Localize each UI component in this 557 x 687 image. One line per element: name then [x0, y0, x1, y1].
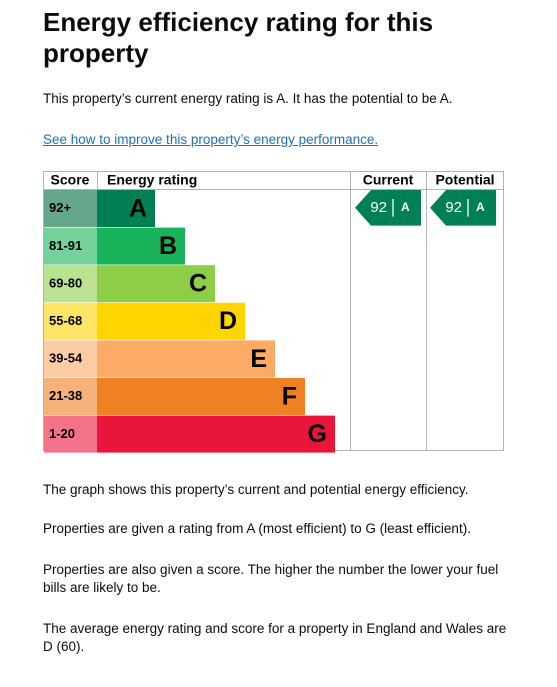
rating-bar	[97, 340, 275, 378]
rating-chart: Score Energy rating Current Potential 92…	[43, 171, 504, 453]
header: Energy rating	[107, 172, 197, 188]
rating-letter: C	[189, 270, 207, 298]
score-range: 69-80	[49, 275, 82, 290]
score-range: 21-38	[49, 388, 82, 403]
score-range: 55-68	[49, 313, 82, 328]
page-title: Energy efficiency rating for this proper…	[43, 7, 434, 68]
header: Score	[51, 172, 90, 188]
rating-bar	[97, 265, 215, 303]
score-range: 92+	[49, 200, 71, 215]
paragraph: Properties are given a rating from A (mo…	[43, 521, 471, 536]
rating-bar	[97, 190, 155, 227]
score-cell	[44, 340, 97, 378]
paragraph: The average energy rating and score for …	[43, 621, 507, 654]
header: Potential	[435, 172, 494, 188]
rating-letter: F	[282, 382, 297, 410]
score-cell	[44, 415, 97, 453]
summary: This property’s current energy rating is…	[43, 91, 453, 106]
score-range: 39-54	[49, 351, 83, 366]
paragraph: The graph shows this property’s current …	[43, 482, 469, 497]
rating-arrow	[430, 190, 496, 226]
rating-bar	[97, 415, 335, 453]
rating-letter: D	[219, 307, 237, 335]
score-range: 81-91	[49, 238, 82, 253]
header: Current	[363, 172, 414, 188]
rating-bar	[97, 227, 185, 265]
rating-bar	[97, 302, 245, 340]
rating-letter: B	[159, 232, 177, 260]
score-range: 1-20	[49, 426, 75, 441]
score-cell	[44, 190, 97, 227]
score-cell	[44, 302, 97, 340]
arrow-letter: A	[476, 200, 485, 214]
arrow-score: 92	[445, 199, 462, 216]
rating-bar	[97, 378, 305, 415]
arrow-letter: A	[401, 200, 410, 214]
rating-letter: E	[250, 345, 267, 373]
improve-link[interactable]: See how to improve this property’s energ…	[43, 132, 379, 147]
rating-letter: A	[129, 194, 147, 222]
rating-letter: G	[308, 420, 327, 448]
score-cell	[44, 378, 97, 415]
score-cell	[44, 265, 97, 303]
score-cell	[44, 227, 97, 265]
arrow-score: 92	[370, 199, 387, 216]
rating-arrow	[355, 190, 421, 226]
paragraph: Properties are also given a score. The h…	[43, 562, 499, 595]
